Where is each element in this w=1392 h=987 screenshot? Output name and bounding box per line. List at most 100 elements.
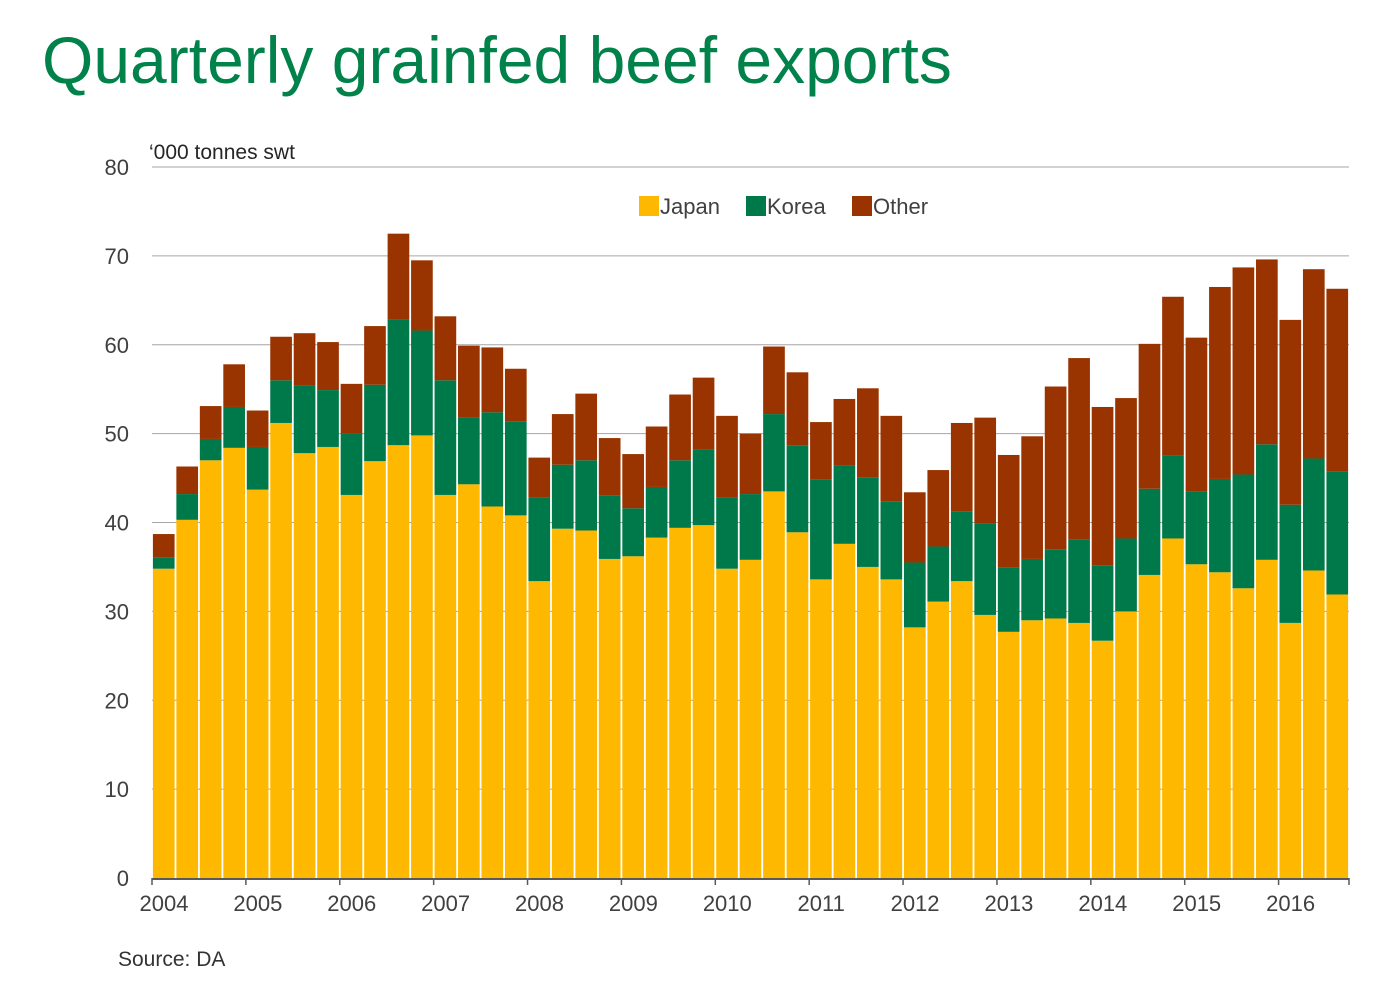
bar-korea-segment xyxy=(763,414,785,492)
bar-other-segment xyxy=(833,398,856,466)
bar-japan-segment xyxy=(317,446,339,878)
bar-japan-segment xyxy=(246,489,269,878)
bar-japan-segment xyxy=(810,579,832,878)
y-tick-label: 60 xyxy=(105,333,129,358)
bar-korea-segment xyxy=(1185,491,1208,565)
bar-japan-segment xyxy=(575,530,598,878)
bar-japan-segment xyxy=(152,568,175,878)
bar-japan-segment xyxy=(1091,640,1114,878)
bar-korea-segment xyxy=(317,390,339,447)
y-tick-label: 10 xyxy=(105,777,129,802)
y-axis-label: ‘000 tonnes swt xyxy=(149,141,295,164)
bar-japan-segment xyxy=(364,461,386,878)
bar-japan-segment xyxy=(1044,618,1067,878)
bar-other-segment xyxy=(1232,267,1255,475)
bar-korea-segment xyxy=(504,421,527,516)
x-tick-label: 2014 xyxy=(1078,891,1127,916)
bar-korea-segment xyxy=(950,511,973,582)
bar-korea-segment xyxy=(903,562,926,628)
bar-other-segment xyxy=(1091,406,1114,566)
bar-japan-segment xyxy=(481,506,504,878)
bar-japan-segment xyxy=(622,556,644,878)
bar-korea-segment xyxy=(176,494,199,520)
bar-korea-segment xyxy=(458,417,480,485)
bar-japan-segment xyxy=(903,627,926,878)
x-tick-label: 2008 xyxy=(515,891,564,916)
bar-other-segment xyxy=(880,415,903,502)
bar-japan-segment xyxy=(598,558,621,878)
bar-japan-segment xyxy=(1256,559,1278,878)
bar-japan-segment xyxy=(950,581,973,878)
bar-other-segment xyxy=(1044,386,1067,550)
bar-japan-segment xyxy=(857,566,879,878)
bar-other-segment xyxy=(528,457,551,498)
bar-japan-segment xyxy=(739,559,762,878)
bar-other-segment xyxy=(317,342,339,391)
bar-korea-segment xyxy=(551,464,574,529)
bar-korea-segment xyxy=(387,319,410,446)
bar-other-segment xyxy=(1068,358,1090,540)
bar-korea-segment xyxy=(223,406,245,448)
bar-korea-segment xyxy=(1091,565,1114,641)
bar-japan-segment xyxy=(1326,594,1349,878)
bar-other-segment xyxy=(270,336,292,381)
bar-japan-segment xyxy=(270,422,292,878)
bar-korea-segment xyxy=(692,449,715,526)
y-tick-label: 50 xyxy=(105,422,129,447)
x-tick-label: 2006 xyxy=(327,891,376,916)
bar-korea-segment xyxy=(833,465,856,544)
bar-japan-segment xyxy=(223,447,245,878)
legend-swatch-other xyxy=(852,196,872,216)
y-tick-label: 0 xyxy=(117,866,129,891)
bar-other-segment xyxy=(903,492,926,563)
bar-japan-segment xyxy=(716,568,738,878)
bar-japan-segment xyxy=(1068,622,1090,878)
bar-japan-segment xyxy=(692,525,715,878)
bar-other-segment xyxy=(1115,398,1137,539)
bar-other-segment xyxy=(551,414,574,465)
source-note: Source: DA xyxy=(118,948,225,971)
bar-korea-segment xyxy=(645,486,668,538)
x-tick-label: 2010 xyxy=(703,891,752,916)
bar-korea-segment xyxy=(810,479,832,580)
legend-swatch-japan xyxy=(639,196,659,216)
bar-other-segment xyxy=(504,368,527,422)
x-tick-label: 2013 xyxy=(984,891,1033,916)
bar-korea-segment xyxy=(1279,504,1302,623)
bar-other-segment xyxy=(458,345,480,418)
bar-other-segment xyxy=(997,454,1020,568)
bar-japan-segment xyxy=(927,601,950,878)
bar-korea-segment xyxy=(1162,455,1184,539)
bar-other-segment xyxy=(1021,436,1043,559)
bar-other-segment xyxy=(622,454,644,509)
bar-korea-segment xyxy=(1021,558,1043,621)
bar-korea-segment xyxy=(340,433,363,495)
bar-japan-segment xyxy=(1209,572,1231,878)
y-tick-label: 80 xyxy=(105,155,129,180)
bar-japan-segment xyxy=(974,614,997,878)
y-tick-label: 30 xyxy=(105,599,129,624)
y-tick-label: 70 xyxy=(105,244,129,269)
bar-japan-segment xyxy=(1021,620,1043,878)
bar-japan-segment xyxy=(997,631,1020,878)
bar-other-segment xyxy=(786,372,809,446)
bar-other-segment xyxy=(293,333,316,386)
legend-label-korea: Korea xyxy=(767,194,826,219)
bar-korea-segment xyxy=(716,497,738,569)
bar-other-segment xyxy=(669,394,691,461)
legend-label-other: Other xyxy=(873,194,928,219)
bar-japan-segment xyxy=(1162,538,1184,878)
bar-japan-segment xyxy=(669,527,691,878)
bar-korea-segment xyxy=(927,546,950,602)
bar-korea-segment xyxy=(1302,458,1325,571)
bar-japan-segment xyxy=(1279,622,1302,878)
x-tick-label: 2005 xyxy=(233,891,282,916)
x-tick-label: 2016 xyxy=(1266,891,1315,916)
bar-other-segment xyxy=(340,383,363,434)
bar-japan-segment xyxy=(411,435,433,878)
bar-other-segment xyxy=(411,260,433,331)
bar-japan-segment xyxy=(880,579,903,878)
bar-korea-segment xyxy=(364,384,386,462)
bar-other-segment xyxy=(739,433,762,495)
x-tick-label: 2012 xyxy=(891,891,940,916)
